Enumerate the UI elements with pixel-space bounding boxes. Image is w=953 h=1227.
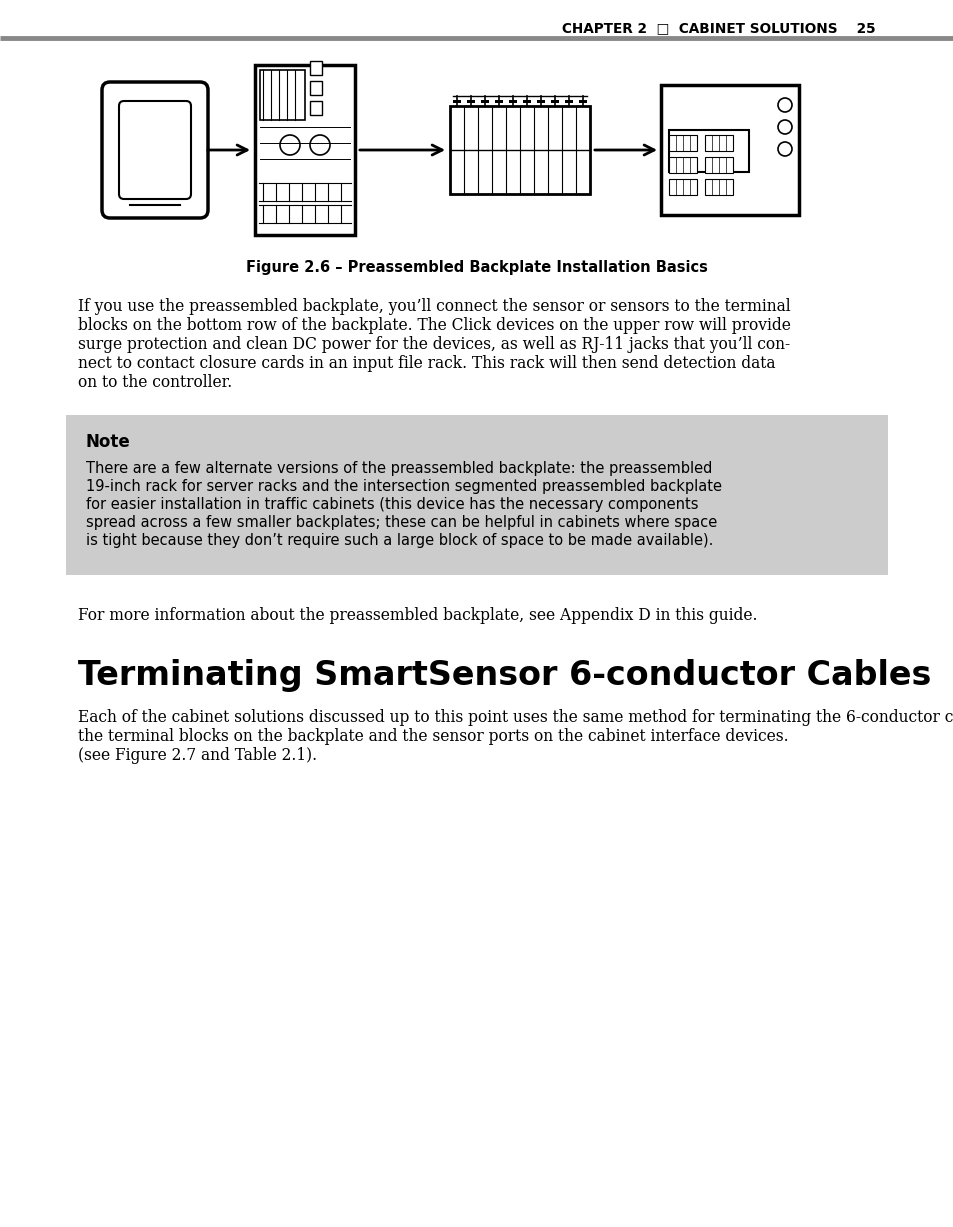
Bar	[508, 99, 517, 103]
Text: Figure 2.6 – Preassembled Backplate Installation Basics: Figure 2.6 – Preassembled Backplate Inst…	[246, 260, 707, 275]
Bar	[260, 70, 305, 120]
Bar	[668, 157, 697, 173]
Bar	[668, 130, 748, 172]
Bar	[450, 106, 589, 194]
Bar	[668, 135, 697, 151]
Circle shape	[778, 142, 791, 156]
FancyBboxPatch shape	[119, 101, 191, 199]
Text: the terminal blocks on the backplate and the sensor ports on the cabinet interfa: the terminal blocks on the backplate and…	[78, 728, 788, 745]
Bar	[668, 179, 697, 195]
Text: Each of the cabinet solutions discussed up to this point uses the same method fo: Each of the cabinet solutions discussed …	[78, 709, 953, 726]
Bar	[550, 99, 558, 103]
Text: CHAPTER 2  □  CABINET SOLUTIONS    25: CHAPTER 2 □ CABINET SOLUTIONS 25	[561, 21, 875, 36]
Bar	[578, 99, 587, 103]
Circle shape	[778, 98, 791, 112]
Text: Note: Note	[86, 433, 131, 452]
Bar	[704, 157, 732, 173]
Bar	[254, 65, 355, 236]
Text: Terminating SmartSensor 6-conductor Cables: Terminating SmartSensor 6-conductor Cabl…	[78, 659, 930, 692]
Text: For more information about the preassembled backplate, see Appendix D in this gu: For more information about the preassemb…	[78, 607, 757, 625]
Bar	[704, 179, 732, 195]
Bar	[495, 99, 502, 103]
Circle shape	[310, 135, 330, 155]
Text: If you use the preassembled backplate, you’ll connect the sensor or sensors to t: If you use the preassembled backplate, y…	[78, 298, 790, 315]
Text: nect to contact closure cards in an input file rack. This rack will then send de: nect to contact closure cards in an inpu…	[78, 355, 775, 372]
Text: spread across a few smaller backplates; these can be helpful in cabinets where s: spread across a few smaller backplates; …	[86, 515, 717, 530]
Text: 19-inch rack for server racks and the intersection segmented preassembled backpl: 19-inch rack for server racks and the in…	[86, 479, 721, 494]
Bar	[564, 99, 573, 103]
Text: for easier installation in traffic cabinets (this device has the necessary compo: for easier installation in traffic cabin…	[86, 497, 698, 512]
Text: blocks on the bottom row of the backplate. The Click devices on the upper row wi: blocks on the bottom row of the backplat…	[78, 317, 790, 334]
Circle shape	[778, 120, 791, 134]
Text: (see Figure 2.7 and Table 2.1).: (see Figure 2.7 and Table 2.1).	[78, 747, 316, 764]
Text: is tight because they don’t require such a large block of space to be made avail: is tight because they don’t require such…	[86, 533, 713, 548]
Bar	[522, 99, 531, 103]
Circle shape	[280, 135, 299, 155]
Bar	[453, 99, 460, 103]
Bar	[310, 101, 322, 115]
Text: on to the controller.: on to the controller.	[78, 374, 232, 391]
Bar	[66, 415, 887, 575]
FancyBboxPatch shape	[102, 82, 208, 218]
Bar	[480, 99, 489, 103]
Bar	[310, 81, 322, 94]
Text: surge protection and clean DC power for the devices, as well as RJ-11 jacks that: surge protection and clean DC power for …	[78, 336, 789, 353]
Bar	[537, 99, 544, 103]
Bar	[466, 99, 475, 103]
Bar	[704, 135, 732, 151]
Bar	[310, 61, 322, 75]
Bar	[660, 85, 799, 215]
Text: There are a few alternate versions of the preassembled backplate: the preassembl: There are a few alternate versions of th…	[86, 461, 712, 476]
